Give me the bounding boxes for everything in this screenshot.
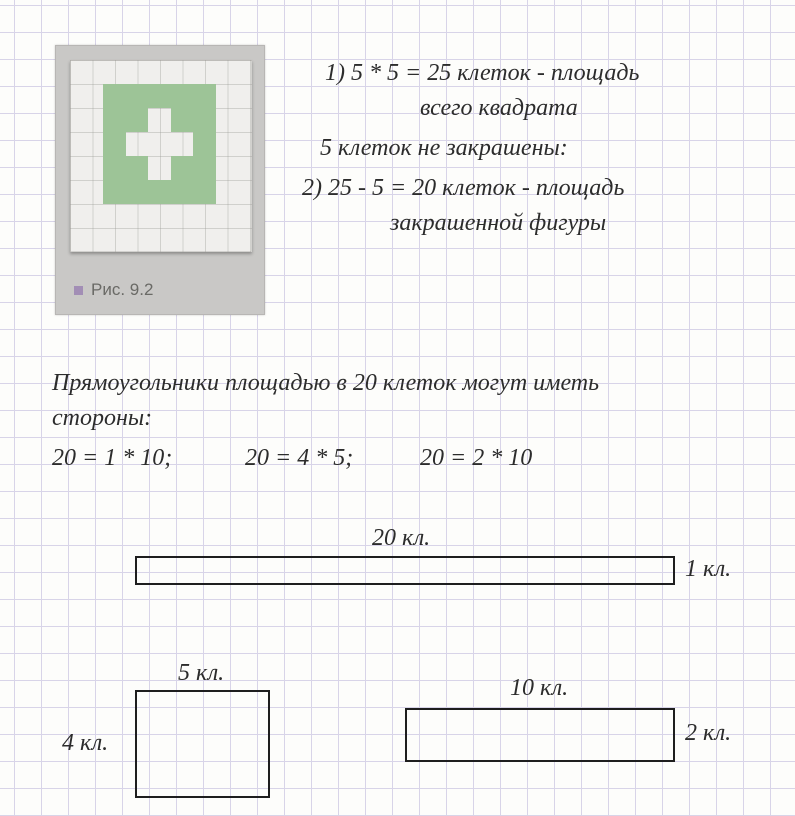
paragraph-line-3c: 20 = 2 * 10: [420, 445, 532, 472]
rect1-height-label: 1 кл.: [685, 556, 731, 583]
rect3-width-label: 10 кл.: [510, 675, 568, 702]
rect2: [135, 690, 270, 798]
solution-line-4: 2) 25 - 5 = 20 клеток - площадь: [302, 175, 624, 202]
green-figure: [103, 84, 216, 204]
paragraph-line-3b: 20 = 4 * 5;: [245, 445, 353, 472]
caption-bullet-icon: [74, 286, 83, 295]
paragraph-line-1: Прямоугольники площадью в 20 клеток могу…: [52, 370, 599, 397]
rect3: [405, 708, 675, 762]
solution-line-2: всего квадрата: [420, 95, 578, 122]
solution-line-5: закрашенной фигуры: [390, 210, 606, 237]
rect1-width-label: 20 кл.: [372, 525, 430, 552]
rect1: [135, 556, 675, 585]
paragraph-line-2: стороны:: [52, 405, 152, 432]
rect2-width-label: 5 кл.: [178, 660, 224, 687]
paragraph-line-3a: 20 = 1 * 10;: [52, 445, 172, 472]
rect3-height-label: 2 кл.: [685, 720, 731, 747]
solution-line-1: 1) 5 * 5 = 25 клеток - площадь: [325, 60, 639, 87]
figure-caption: Рис. 9.2: [74, 280, 153, 300]
figure-card: Рис. 9.2: [55, 45, 265, 315]
caption-text: Рис. 9.2: [91, 280, 153, 300]
grid-paper: [70, 60, 252, 252]
rect2-height-label: 4 кл.: [62, 730, 108, 757]
solution-line-3: 5 клеток не закрашены:: [320, 135, 568, 162]
